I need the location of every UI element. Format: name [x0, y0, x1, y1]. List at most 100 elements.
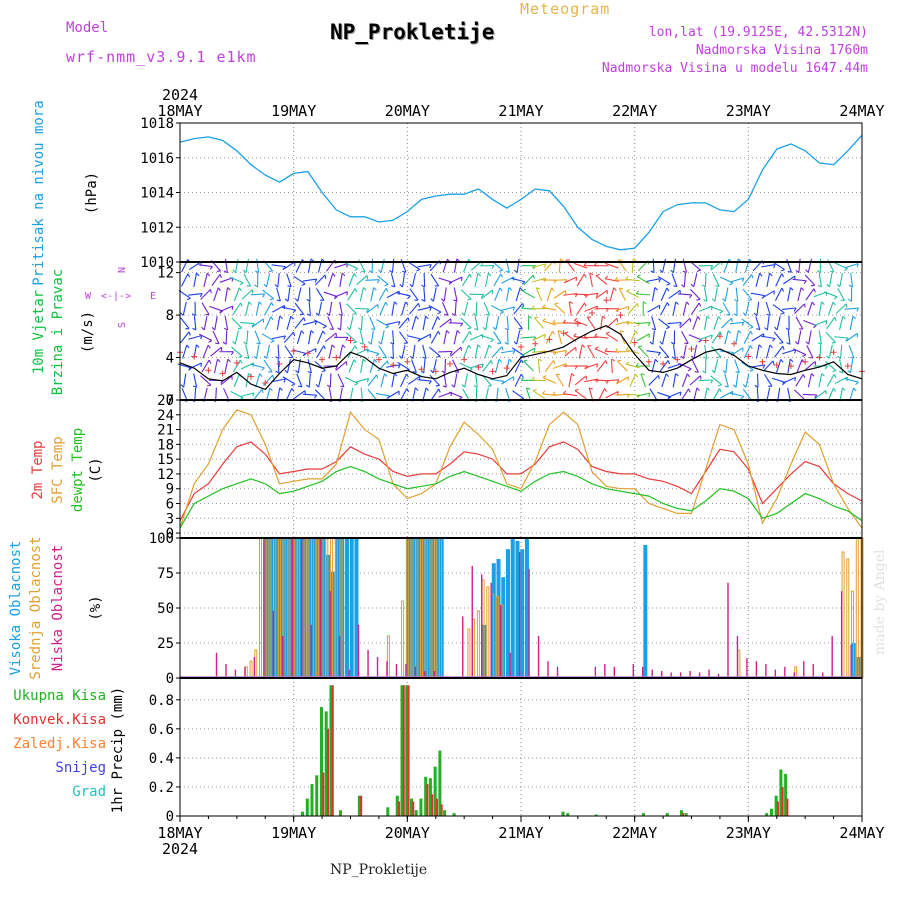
wind-barb: [698, 379, 713, 382]
wind-key-north: N: [117, 267, 128, 273]
wind-barb: [212, 330, 220, 344]
total-precip-bar: [414, 810, 418, 816]
wind-barb: [463, 301, 469, 316]
wind-barb-head: [750, 330, 753, 335]
wind-barb-head: [208, 339, 213, 343]
wind-barb-head: [373, 287, 377, 291]
wind-gust-mark: [574, 320, 581, 327]
low-cloud-bar: [310, 624, 312, 678]
wind-barb: [213, 287, 219, 302]
wind-barb: [399, 331, 409, 344]
wind-barb-head: [787, 270, 792, 273]
wind-barb-head: [595, 273, 600, 277]
wind-barb: [316, 345, 325, 359]
wind-barb: [605, 333, 619, 342]
wind-barb: [735, 258, 739, 273]
wind-barb-head: [416, 268, 421, 272]
wind-barb: [672, 301, 677, 316]
wind-barb-head: [435, 384, 440, 387]
wind-barb-head: [385, 325, 390, 329]
wind-barb-head: [354, 288, 358, 293]
wind-barb: [597, 388, 606, 402]
wind-barb-head: [227, 358, 231, 363]
wind-barb: [390, 273, 396, 287]
wind-barb-head: [215, 342, 220, 345]
wind-gust-mark: [830, 349, 837, 356]
wind-barb-head: [256, 342, 261, 345]
wind-barb-head: [670, 341, 675, 345]
wind-barb-head: [710, 334, 713, 339]
low-cloud-bar: [405, 664, 407, 678]
wind-barb-head: [856, 263, 859, 268]
wind-barb: [818, 273, 822, 288]
wind-barb-head: [232, 269, 236, 273]
legend-total-precip: Ukupna Kisa: [13, 688, 106, 704]
wind-barb-head: [217, 287, 221, 292]
wind-barb-head: [262, 293, 266, 298]
wind-barb: [429, 374, 440, 386]
y-tick-label: 0: [166, 671, 174, 687]
wind-barb-head: [666, 283, 671, 286]
wind-barb: [615, 320, 630, 326]
wind-barb-head: [703, 299, 708, 302]
total-precip-bar: [324, 711, 328, 816]
wind-barb: [302, 393, 317, 396]
wind-barb: [302, 278, 317, 282]
wind-barb: [742, 288, 753, 301]
wind-barb: [636, 293, 651, 296]
wind-barb-head: [430, 369, 434, 374]
low-cloud-bar: [670, 672, 672, 678]
wind-barb-head: [680, 355, 684, 359]
wind-barb: [391, 301, 395, 316]
wind-barb: [409, 288, 419, 301]
y-tick-label: 21: [157, 423, 174, 439]
wind-barb-head: [785, 327, 790, 331]
frames-layer: [179, 122, 863, 817]
wind-barb: [505, 258, 510, 273]
wind-barb-head: [310, 330, 315, 334]
wind-barb: [460, 289, 472, 300]
low-cloud-bar: [301, 538, 303, 678]
low-cloud-bar: [660, 671, 663, 678]
y-tick-label: 0.4: [149, 751, 174, 767]
wind-barb-head: [616, 379, 620, 384]
wind-barbs-layer: [177, 258, 860, 403]
wind-barb-head: [242, 269, 247, 273]
wind-barb: [233, 287, 240, 302]
wind-barb-head: [635, 362, 639, 367]
wind-barb-head: [321, 370, 326, 373]
low-cloud-bar: [642, 666, 644, 678]
wind-barb-head: [839, 371, 844, 374]
wind-gust-mark: [233, 359, 240, 366]
wind-barb-head: [749, 369, 754, 372]
wind-barb: [307, 359, 312, 373]
wind-barb-head: [715, 285, 720, 287]
wind-barb: [396, 292, 411, 297]
low-cloud-bar: [840, 591, 843, 678]
wind-barb-head: [238, 355, 243, 358]
wind-barb-head: [481, 363, 484, 368]
wind-barb-head: [554, 302, 559, 305]
wind-barb-head: [366, 308, 370, 313]
wind-barb: [640, 373, 647, 388]
wind-barb: [449, 276, 463, 284]
wind-barb: [448, 322, 463, 324]
wind-barb-head: [805, 269, 809, 273]
low-cloud-bar: [746, 658, 748, 678]
wind-barb: [380, 330, 385, 345]
wind-barb-head: [192, 385, 197, 388]
wind-barb-head: [211, 326, 216, 331]
wind-barb-head: [490, 339, 494, 343]
wind-barb-head: [468, 344, 472, 349]
wind-barb-head: [810, 284, 815, 287]
wind-barb-head: [772, 338, 776, 342]
wind-barb-head: [513, 269, 518, 274]
wind-barb-head: [636, 303, 639, 308]
wind-barb: [659, 360, 669, 372]
wind-barb-head: [275, 370, 280, 374]
wind-barb-head: [826, 355, 830, 359]
wind-barb-head: [538, 358, 543, 362]
legend-freezing-precip: Zaledj.Kisa: [13, 736, 106, 752]
low-cloud-bar: [594, 666, 597, 678]
wind-barb: [584, 378, 599, 383]
